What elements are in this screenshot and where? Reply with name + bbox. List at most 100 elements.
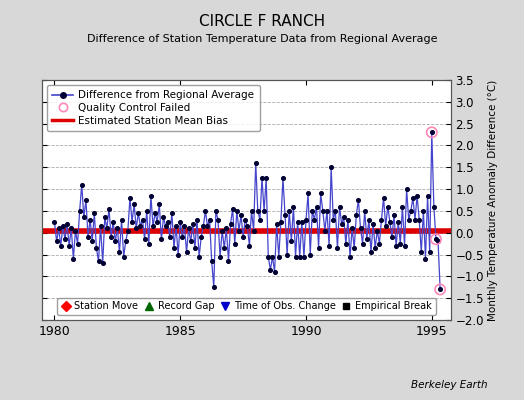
Point (400, 243, 409, 249)
Point (390, 212, 398, 218)
Point (365, 216, 373, 223)
Point (78, 182, 86, 188)
Point (105, 206, 113, 212)
Point (268, 254, 277, 260)
Point (73, 240, 82, 247)
Point (436, 286, 444, 293)
Point (65, 243, 73, 249)
Point (75, 208, 84, 214)
Point (231, 240, 239, 247)
Point (153, 219, 161, 225)
Point (189, 221, 197, 227)
Point (145, 240, 153, 247)
Point (306, 251, 314, 258)
Point (432, 236, 440, 242)
Point (270, 269, 279, 275)
Point (63, 221, 71, 227)
Point (369, 221, 377, 227)
Point (170, 245, 178, 251)
Point (377, 216, 386, 223)
Point (159, 214, 168, 221)
Point (302, 216, 310, 223)
Point (216, 254, 224, 260)
Point (337, 221, 346, 227)
Point (149, 223, 157, 229)
Point (249, 227, 258, 234)
Point (398, 203, 407, 210)
Point (304, 190, 312, 197)
Point (407, 208, 415, 214)
Point (119, 254, 128, 260)
Point (394, 219, 402, 225)
Point (323, 208, 331, 214)
Point (392, 243, 400, 249)
Point (247, 208, 256, 214)
Point (59, 223, 67, 229)
Point (285, 208, 293, 214)
Point (300, 254, 308, 260)
Point (316, 190, 325, 197)
Point (325, 243, 333, 249)
Point (411, 216, 419, 223)
Point (319, 208, 327, 214)
Point (233, 208, 241, 214)
Point (201, 208, 210, 214)
Point (138, 216, 147, 223)
Point (367, 249, 375, 256)
Point (348, 225, 356, 232)
Point (356, 225, 365, 232)
Point (126, 195, 134, 201)
Point (312, 203, 321, 210)
Point (122, 238, 130, 245)
Point (96, 223, 105, 229)
Point (415, 216, 423, 223)
Point (421, 256, 430, 262)
Point (384, 203, 392, 210)
Point (92, 245, 101, 251)
Point (50, 219, 59, 225)
Point (101, 214, 109, 221)
Point (57, 243, 65, 249)
Point (283, 251, 291, 258)
Point (344, 216, 352, 223)
Point (291, 254, 300, 260)
Point (419, 208, 428, 214)
Point (335, 203, 344, 210)
Point (417, 249, 425, 256)
Point (371, 245, 379, 251)
Point (197, 234, 205, 240)
Point (262, 175, 270, 181)
Point (258, 175, 266, 181)
Point (82, 197, 90, 203)
Point (329, 216, 337, 223)
Point (423, 192, 432, 199)
Point (354, 197, 363, 203)
Point (176, 219, 184, 225)
Point (228, 206, 237, 212)
Point (111, 238, 119, 245)
Point (281, 212, 289, 218)
Point (388, 234, 396, 240)
Point (115, 249, 124, 256)
Point (361, 208, 369, 214)
Point (80, 214, 88, 221)
Point (396, 240, 405, 247)
Point (430, 203, 438, 210)
Point (52, 238, 61, 245)
Point (386, 219, 394, 225)
Point (191, 245, 199, 251)
Point (352, 212, 361, 218)
Point (161, 223, 170, 229)
Point (373, 227, 381, 234)
Point (187, 238, 195, 245)
Text: Difference of Station Temperature Data from Regional Average: Difference of Station Temperature Data f… (87, 34, 437, 44)
Point (174, 251, 182, 258)
Point (272, 221, 281, 227)
Point (224, 258, 233, 264)
Point (310, 216, 319, 223)
Point (168, 210, 176, 216)
Point (140, 236, 149, 242)
Point (84, 234, 92, 240)
Point (54, 225, 63, 232)
Point (321, 227, 329, 234)
